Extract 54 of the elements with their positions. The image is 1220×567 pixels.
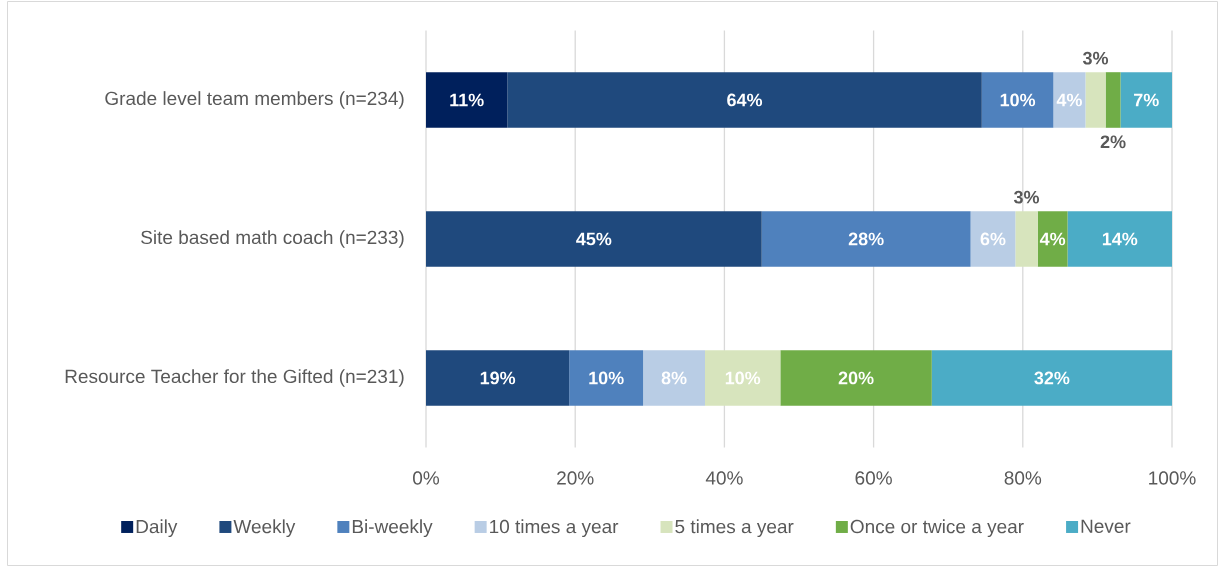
legend-label: 10 times a year xyxy=(490,519,619,538)
x-tick-label: 60% xyxy=(855,471,892,485)
x-tick-label: 0% xyxy=(413,471,440,485)
bar xyxy=(1037,211,1068,267)
data-label: 14% xyxy=(1102,232,1138,246)
bar xyxy=(1105,72,1121,128)
legend-label: Bi-weekly xyxy=(352,519,433,538)
data-label: 20% xyxy=(838,371,874,385)
legend-label: 5 times a year xyxy=(675,519,794,538)
y-tick-label: Grade level team members (n=234) xyxy=(105,91,404,109)
y-tick-label: Site based math coach (n=233) xyxy=(141,230,404,248)
data-label: 6% xyxy=(980,232,1006,246)
bar xyxy=(970,211,1016,267)
bar xyxy=(761,211,971,267)
y-tick-label: Resource Teacher for the Gifted (n=231) xyxy=(65,369,404,387)
x-tick-label: 100% xyxy=(1149,471,1196,485)
data-label: 7% xyxy=(1134,93,1159,107)
data-label: 10% xyxy=(725,371,761,385)
bar xyxy=(981,72,1054,128)
bar xyxy=(643,350,706,406)
bar xyxy=(931,350,1172,406)
bar xyxy=(1120,72,1172,128)
bar xyxy=(426,211,762,267)
bar xyxy=(1067,211,1172,267)
data-label: 64% xyxy=(727,93,763,107)
data-label: 3% xyxy=(1013,190,1040,204)
x-tick-label: 20% xyxy=(557,471,594,485)
data-label: 10% xyxy=(589,371,624,385)
legend-label: Once or twice a year xyxy=(850,519,1024,538)
data-label: 2% xyxy=(1100,135,1126,149)
bar xyxy=(1053,72,1086,128)
bar xyxy=(569,350,644,406)
data-label: 3% xyxy=(1082,51,1109,65)
x-tick-label: 40% xyxy=(705,471,743,485)
data-label: 11% xyxy=(450,93,484,107)
legend-label: Weekly xyxy=(233,519,296,538)
data-label: 45% xyxy=(576,232,612,246)
data-label: 19% xyxy=(480,371,516,385)
data-label: 28% xyxy=(848,232,884,246)
bar xyxy=(1015,211,1038,267)
legend-label: Never xyxy=(1081,519,1131,533)
data-label: 4% xyxy=(1056,93,1082,107)
bar xyxy=(426,72,508,128)
legend-label: Daily xyxy=(136,519,178,538)
x-tick-label: 80% xyxy=(1004,471,1042,485)
data-label: 4% xyxy=(1039,232,1066,246)
bar xyxy=(1085,72,1106,128)
data-label: 8% xyxy=(661,371,687,385)
bar xyxy=(507,72,982,128)
bar xyxy=(780,350,932,406)
data-label: 32% xyxy=(1034,371,1070,385)
bar xyxy=(426,350,570,406)
bar xyxy=(705,350,781,406)
data-label: 10% xyxy=(1000,93,1036,107)
